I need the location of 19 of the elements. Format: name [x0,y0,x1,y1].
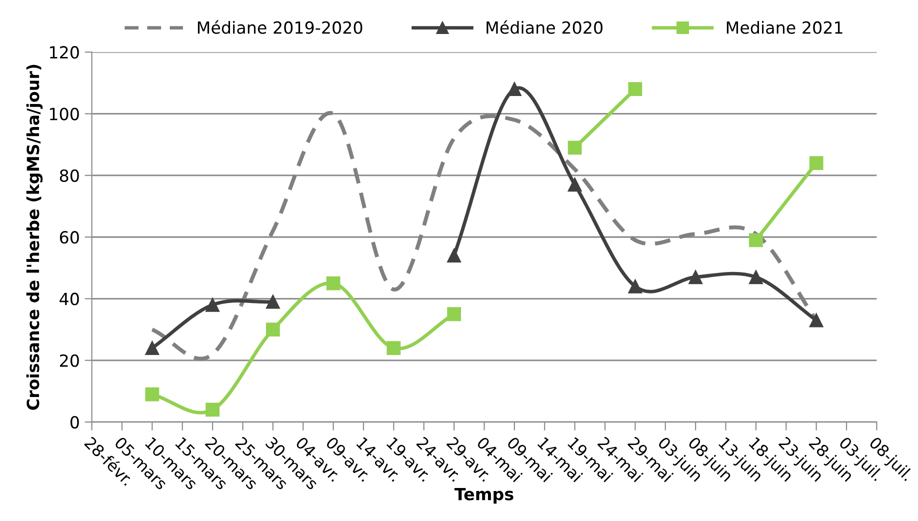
point [507,82,522,96]
y-tick-label: 60 [60,231,79,244]
point [447,248,461,262]
y-tick-label: 20 [60,354,79,367]
legend-label: Médiane 2019-2020 [198,20,362,34]
y-tick-label: 120 [50,46,79,59]
x-axis-title: Temps [454,488,514,504]
point [628,279,642,294]
point [568,178,582,192]
y-tick-label: 100 [50,108,79,120]
point [688,270,703,284]
point [809,313,824,328]
y-tick-label: 40 [60,292,79,306]
legend-label: Médiane 2020 [486,20,602,34]
legend-label: Mediane 2021 [726,20,842,34]
y-tick-label: 80 [60,169,79,182]
y-axis-title: Croissance de l'herbe (kgMS/ha/jour) [26,64,43,410]
y-tick-label: 0 [70,416,79,429]
point [748,270,763,284]
